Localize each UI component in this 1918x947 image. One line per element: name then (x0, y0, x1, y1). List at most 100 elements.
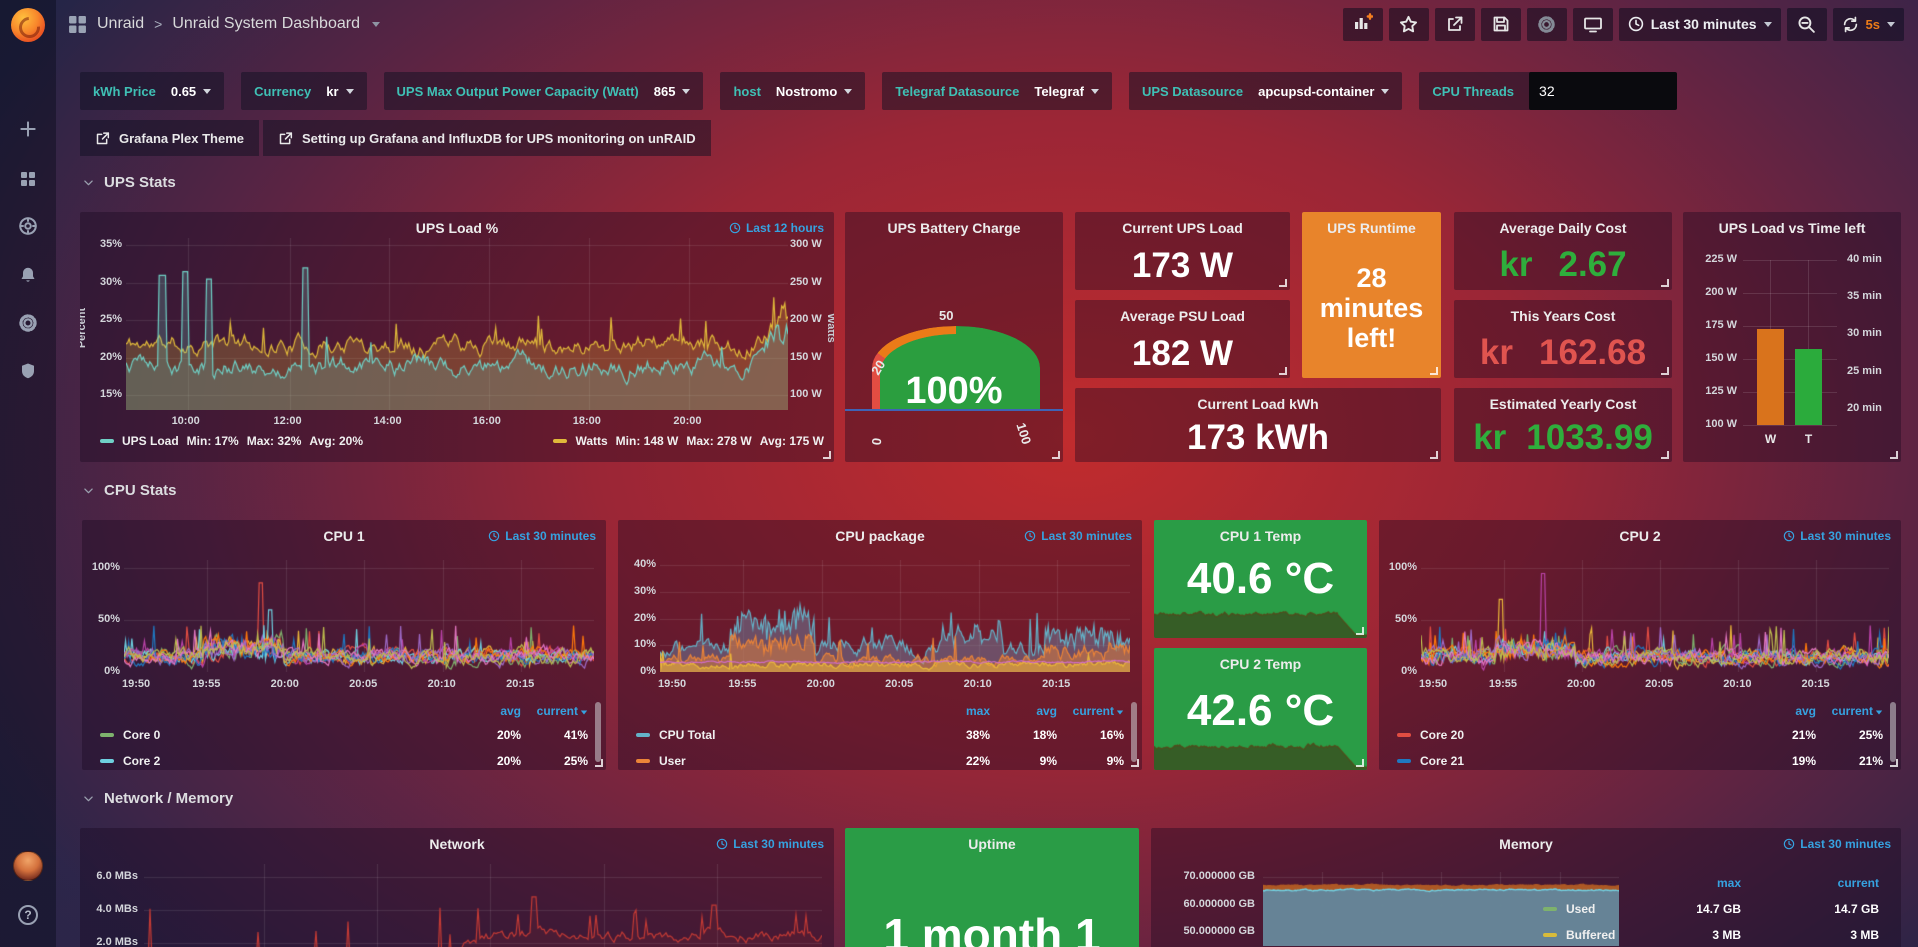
breadcrumb-app[interactable]: Unraid (97, 15, 145, 32)
legend-col-current[interactable]: current (528, 704, 588, 718)
panel-time-range[interactable]: Last 30 minutes (1024, 529, 1132, 543)
kiosk-mode-button[interactable] (1572, 7, 1613, 41)
breadcrumb-page-title[interactable]: Unraid System Dashboard (172, 15, 360, 32)
user-avatar[interactable] (0, 845, 56, 887)
shield-icon (19, 362, 37, 380)
panel-title[interactable]: UPS Runtime (1327, 220, 1416, 236)
legend-col-max[interactable]: max (965, 704, 990, 718)
refresh-picker[interactable]: 5s (1832, 7, 1904, 41)
cpu2-chart[interactable] (1421, 560, 1889, 672)
legend: UPS Load Min: 17% Max: 32% Avg: 20% Watt… (100, 434, 824, 448)
time-range-picker[interactable]: Last 30 minutes (1618, 7, 1781, 41)
panel-title[interactable]: UPS Battery Charge (887, 220, 1021, 236)
legend-item[interactable]: Used (1543, 902, 1653, 916)
legend-item[interactable]: Buffered (1543, 928, 1653, 942)
network-chart[interactable] (144, 864, 822, 947)
link-ups-monitoring-guide[interactable]: Setting up Grafana and InfluxDB for UPS … (263, 120, 711, 156)
sidebar-item-server-admin[interactable] (0, 350, 56, 392)
panel-title[interactable]: This Years Cost (1510, 308, 1616, 324)
panel-time-range[interactable]: Last 12 hours (729, 221, 824, 235)
panel-title[interactable]: Network (429, 836, 485, 852)
cpu-package-chart[interactable] (660, 560, 1130, 672)
variable-host[interactable]: host Nostromo (720, 72, 866, 110)
legend-col-current[interactable]: current (1837, 876, 1879, 890)
legend-col-current[interactable]: current (1823, 704, 1883, 718)
panel-title[interactable]: Memory (1499, 836, 1553, 852)
variable-ups-datasource[interactable]: UPS Datasource apcupsd-container (1128, 72, 1403, 110)
panel-time-range[interactable]: Last 30 minutes (488, 529, 596, 543)
cpu-threads-input[interactable] (1529, 72, 1678, 110)
legend-scrollbar[interactable] (1890, 702, 1896, 762)
panel-time-range[interactable]: Last 30 minutes (716, 837, 824, 851)
legend-item[interactable]: Core 0 (100, 728, 160, 742)
panel-time-range[interactable]: Last 30 minutes (1783, 529, 1891, 543)
series-color-marker (1543, 933, 1557, 937)
variable-ups-max-output[interactable]: UPS Max Output Power Capacity (Watt) 865 (383, 72, 704, 110)
x-axis: 19:50 19:55 20:00 20:05 20:10 20:15 (1419, 678, 1830, 690)
sidebar-item-alerting[interactable] (0, 254, 56, 296)
add-panel-button[interactable] (1342, 7, 1383, 41)
sidebar-item-explore[interactable] (0, 205, 56, 247)
save-button[interactable] (1480, 7, 1521, 41)
panel-time-range[interactable]: Last 30 minutes (1783, 837, 1891, 851)
grafana-logo-icon[interactable] (11, 8, 45, 42)
dashboard-settings-button[interactable] (1526, 7, 1567, 41)
panel-title[interactable]: Current UPS Load (1122, 220, 1243, 236)
panel-title[interactable]: UPS Load vs Time left (1718, 220, 1866, 236)
sidebar-item-configuration[interactable] (0, 302, 56, 344)
link-grafana-plex-theme[interactable]: Grafana Plex Theme (80, 120, 259, 156)
chevron-down-icon[interactable] (371, 21, 380, 27)
panel-network: Network Last 30 minutes 6.0 MBs 4.0 MBs … (80, 828, 834, 947)
dashboard-grid-icon[interactable] (68, 15, 87, 34)
section-cpu-stats[interactable]: CPU Stats (82, 482, 177, 499)
panel-cpu-package: CPU package Last 30 minutes 40% 30% 20% … (618, 520, 1142, 770)
panel-title[interactable]: CPU 2 (1619, 528, 1661, 544)
variable-telegraf-datasource[interactable]: Telegraf Datasource Telegraf (882, 72, 1112, 110)
bar-time-left[interactable] (1795, 349, 1822, 425)
help-button[interactable]: ? (0, 894, 56, 936)
variable-currency[interactable]: Currency kr (241, 72, 367, 110)
legend-item[interactable]: Core 20 (1397, 728, 1464, 742)
gauge-value: 100% (905, 370, 1003, 412)
clock-icon (1783, 530, 1795, 542)
bar-chart[interactable]: W T (1743, 260, 1837, 446)
section-ups-stats[interactable]: UPS Stats (82, 174, 176, 191)
legend-scrollbar[interactable] (1131, 702, 1137, 762)
ups-load-chart[interactable] (126, 238, 788, 410)
panel-title[interactable]: Estimated Yearly Cost (1489, 396, 1637, 412)
sidebar-item-dashboards[interactable] (0, 158, 56, 200)
series-name[interactable]: Watts (575, 434, 608, 448)
memory-chart[interactable] (1263, 872, 1619, 946)
panel-title[interactable]: Current Load kWh (1197, 396, 1319, 412)
cpu1-chart[interactable] (124, 560, 594, 672)
stat-value: 173 kWh (1187, 418, 1329, 457)
legend-col-avg[interactable]: avg (500, 704, 521, 718)
bar-watts[interactable] (1757, 329, 1784, 425)
legend-item[interactable]: User (636, 754, 686, 768)
panel-title[interactable]: CPU package (835, 528, 925, 544)
panel-title[interactable]: Average Daily Cost (1499, 220, 1627, 236)
legend-col-avg[interactable]: avg (1795, 704, 1816, 718)
zoom-out-button[interactable] (1786, 7, 1827, 41)
panel-title[interactable]: Uptime (968, 836, 1016, 852)
legend-item[interactable]: Core 2 (100, 754, 160, 768)
y-tick: 100% (91, 561, 120, 573)
star-button[interactable] (1388, 7, 1429, 41)
panel-title[interactable]: UPS Load % (415, 220, 499, 236)
legend-item[interactable]: Core 21 (1397, 754, 1464, 768)
legend-item[interactable]: CPU Total (636, 728, 715, 742)
create-button[interactable] (0, 108, 56, 150)
share-button[interactable] (1434, 7, 1475, 41)
legend-col-max[interactable]: max (1716, 876, 1741, 890)
variable-kwh-price[interactable]: kWh Price 0.65 (80, 72, 225, 110)
legend-col-current[interactable]: current (1064, 704, 1124, 718)
panel-title[interactable]: Average PSU Load (1120, 308, 1245, 324)
panel-title[interactable]: CPU 1 Temp (1219, 528, 1302, 544)
panel-title[interactable]: CPU 1 (323, 528, 365, 544)
legend-col-avg[interactable]: avg (1036, 704, 1057, 718)
chevron-down-icon (682, 88, 691, 94)
section-network-memory[interactable]: Network / Memory (82, 790, 233, 807)
panel-title[interactable]: CPU 2 Temp (1219, 656, 1302, 672)
series-name[interactable]: UPS Load (122, 434, 179, 448)
legend-scrollbar[interactable] (595, 702, 601, 762)
